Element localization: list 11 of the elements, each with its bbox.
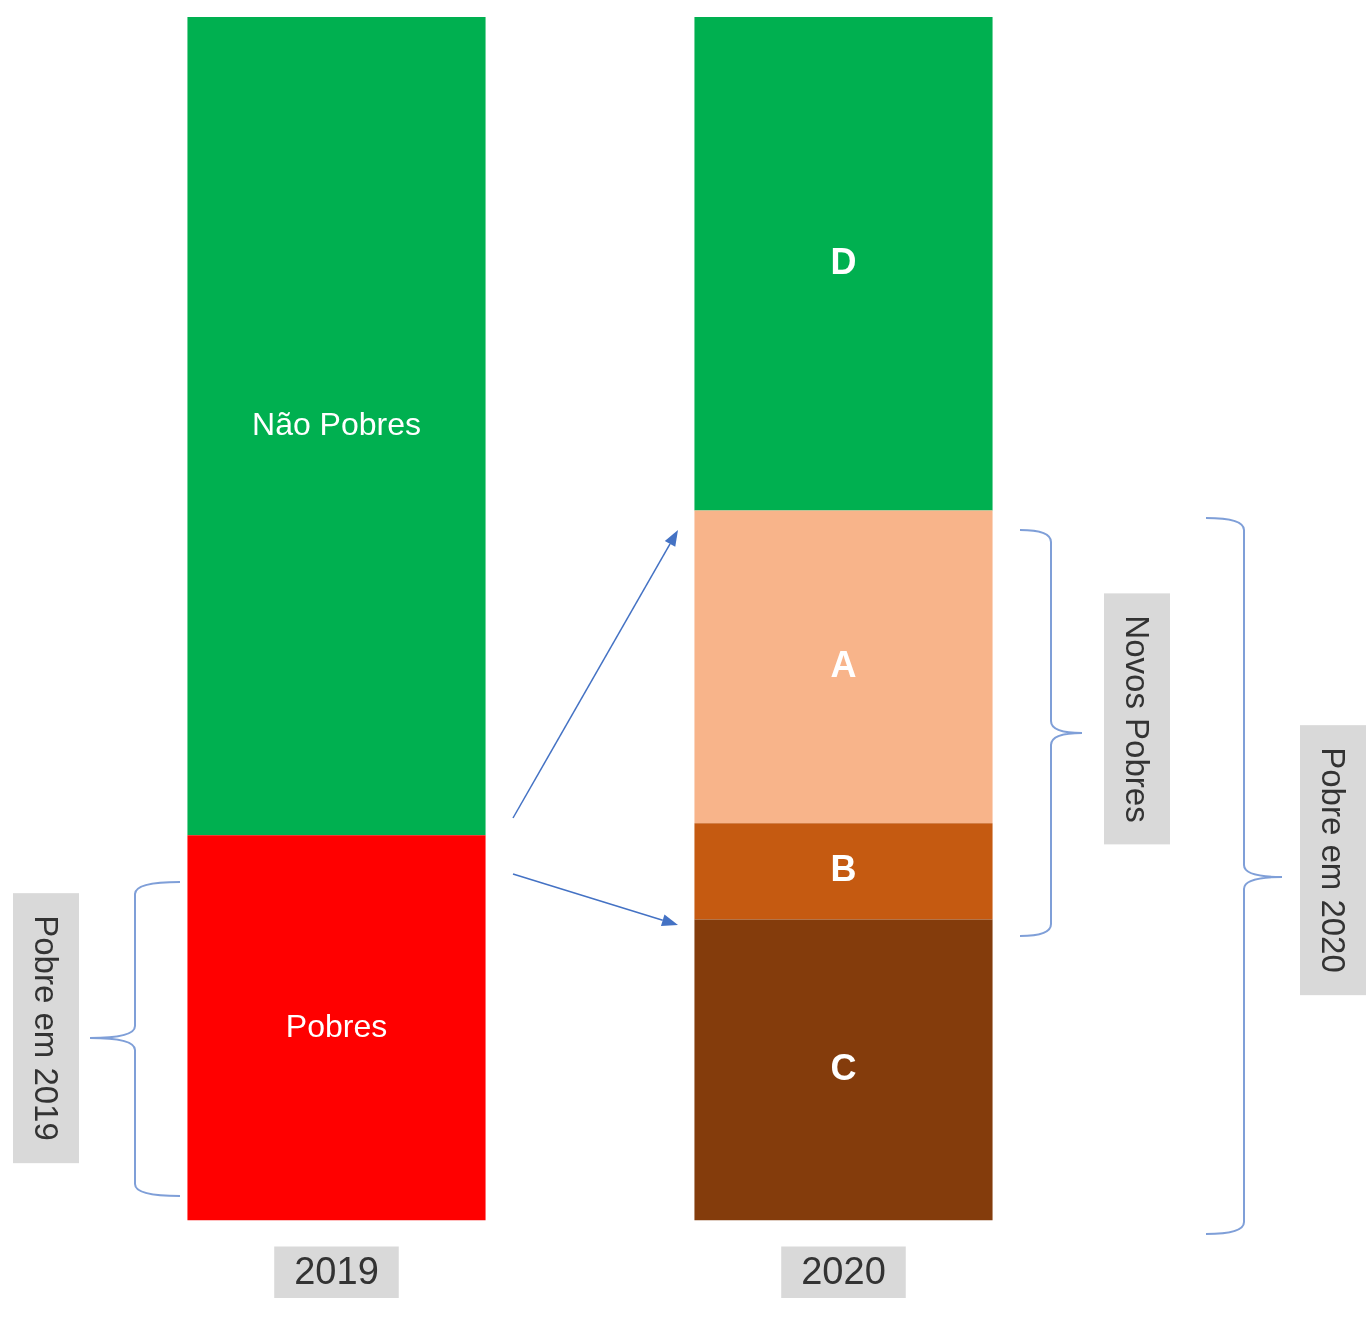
- text: Novos Pobres: [1104, 593, 1170, 845]
- series-label: A: [830, 643, 857, 685]
- series-label: B: [830, 848, 857, 890]
- x-tick-label: 2020: [801, 1249, 886, 1292]
- text: Pobre em 2020: [1300, 725, 1366, 995]
- text: Pobre em 2019: [13, 893, 79, 1163]
- series-label: C: [830, 1046, 857, 1088]
- x-tick-label: 2019: [294, 1249, 379, 1292]
- series-label: Não Pobres: [252, 405, 421, 442]
- series-label: Pobres: [285, 1007, 388, 1044]
- series-label: D: [830, 240, 857, 282]
